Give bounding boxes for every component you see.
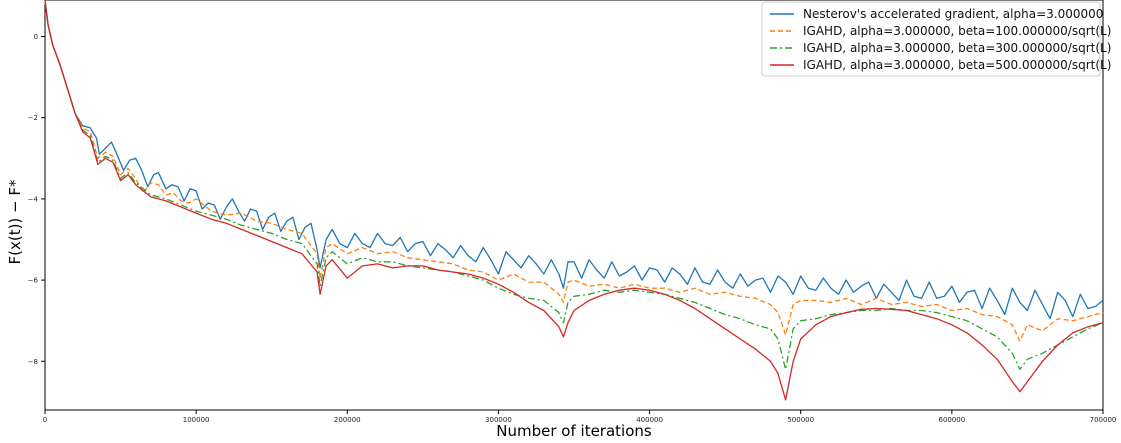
legend-box: [761, 1, 1101, 77]
x-tick-label: 400000: [636, 416, 663, 424]
y-tick-label: −6: [28, 277, 39, 285]
y-axis-label: F(x(t)) − F*: [6, 179, 24, 265]
plot-frame: [44, 0, 1104, 411]
legend-label-4: IGAHD, alpha=3.000000, beta=500.000000/s…: [803, 58, 1111, 72]
x-tick-label: 300000: [485, 416, 512, 424]
series-lines: [44, 0, 1104, 401]
x-tick-label: 600000: [938, 416, 965, 424]
series-line-2: [44, 0, 1104, 342]
legend-label-1: Nesterov's accelerated gradient, alpha=3…: [803, 7, 1103, 21]
y-tick-label: −4: [28, 195, 39, 203]
x-axis-label: Number of iterations: [496, 422, 652, 440]
plot-area-border: [44, 0, 1104, 411]
legend: Nesterov's accelerated gradient, alpha=3…: [761, 1, 1111, 77]
x-tick-label: 200000: [334, 416, 361, 424]
series-line-4: [44, 0, 1104, 401]
x-tick-label: 100000: [183, 416, 210, 424]
x-tick-label: 500000: [787, 416, 814, 424]
x-axis-ticks: 0 100000 200000 300000 400000 500000 600000 700…: [43, 410, 1117, 424]
y-tick-label: −8: [28, 358, 38, 366]
x-tick-label: 700000: [1090, 416, 1117, 424]
x-tick-label: 0: [43, 416, 47, 424]
y-axis-ticks: 0 −2 −4 −6 −8: [28, 33, 45, 366]
legend-label-2: IGAHD, alpha=3.000000, beta=100.000000/s…: [803, 24, 1111, 38]
y-tick-label: −2: [28, 114, 38, 122]
y-tick-label: 0: [34, 33, 38, 41]
legend-label-3: IGAHD, alpha=3.000000, beta=300.000000/s…: [803, 41, 1111, 55]
series-line-1: [44, 0, 1104, 320]
